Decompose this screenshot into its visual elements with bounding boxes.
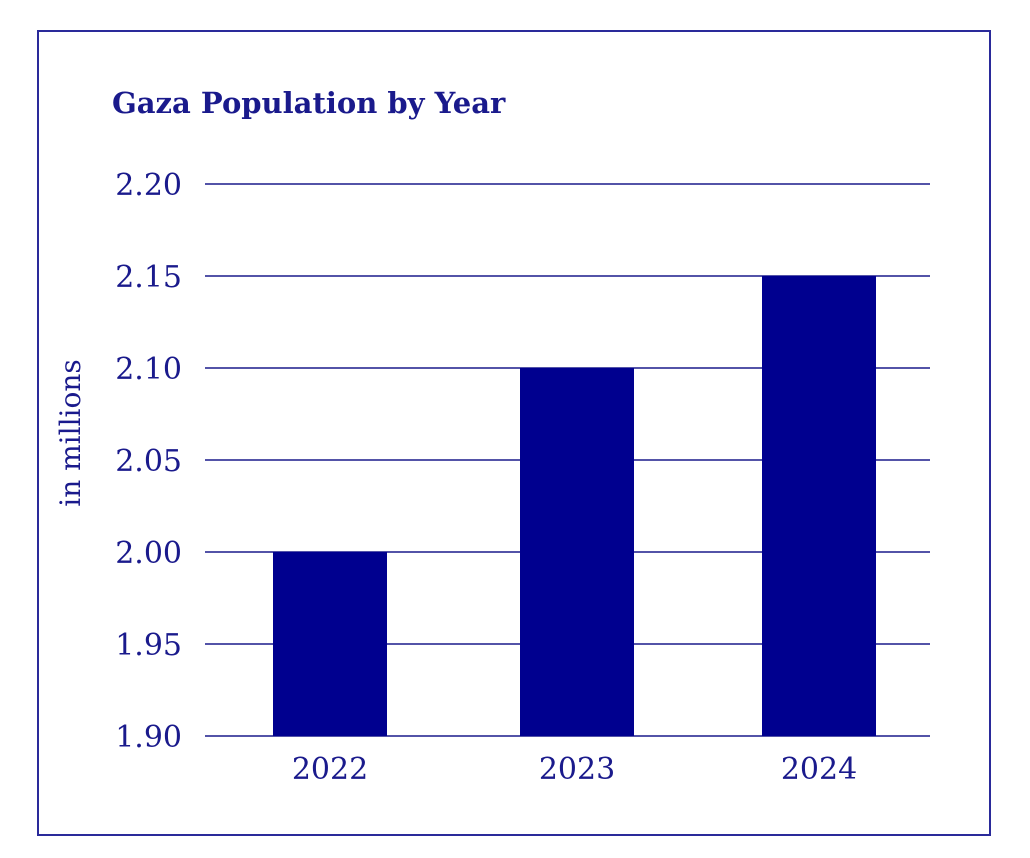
y-tick-label: 1.95 — [115, 628, 182, 663]
x-tick-label: 2022 — [292, 752, 368, 787]
chart-frame: Gaza Population by Year in millions 1.90… — [37, 30, 991, 836]
x-axis-ticks: 2022 2023 2024 — [292, 752, 857, 787]
x-tick-label: 2024 — [781, 752, 857, 787]
chart-title: Gaza Population by Year — [112, 86, 506, 120]
y-tick-label: 1.90 — [115, 720, 182, 755]
bar-2024 — [762, 276, 876, 736]
caption-strip — [0, 846, 1030, 858]
y-axis-label: in millions — [54, 359, 87, 507]
x-tick-label: 2023 — [539, 752, 615, 787]
bar-2023 — [520, 368, 634, 736]
bar-2022 — [273, 552, 387, 736]
y-tick-label: 2.15 — [115, 260, 182, 295]
y-tick-label: 2.05 — [115, 444, 182, 479]
y-tick-label: 2.10 — [115, 352, 182, 387]
bar-chart: Gaza Population by Year in millions 1.90… — [54, 86, 930, 787]
y-tick-label: 2.00 — [115, 536, 182, 571]
y-tick-label: 2.20 — [115, 168, 182, 203]
y-axis-ticks: 1.90 1.95 2.00 2.05 2.10 2.15 2.20 — [115, 168, 182, 755]
bars — [273, 276, 876, 736]
